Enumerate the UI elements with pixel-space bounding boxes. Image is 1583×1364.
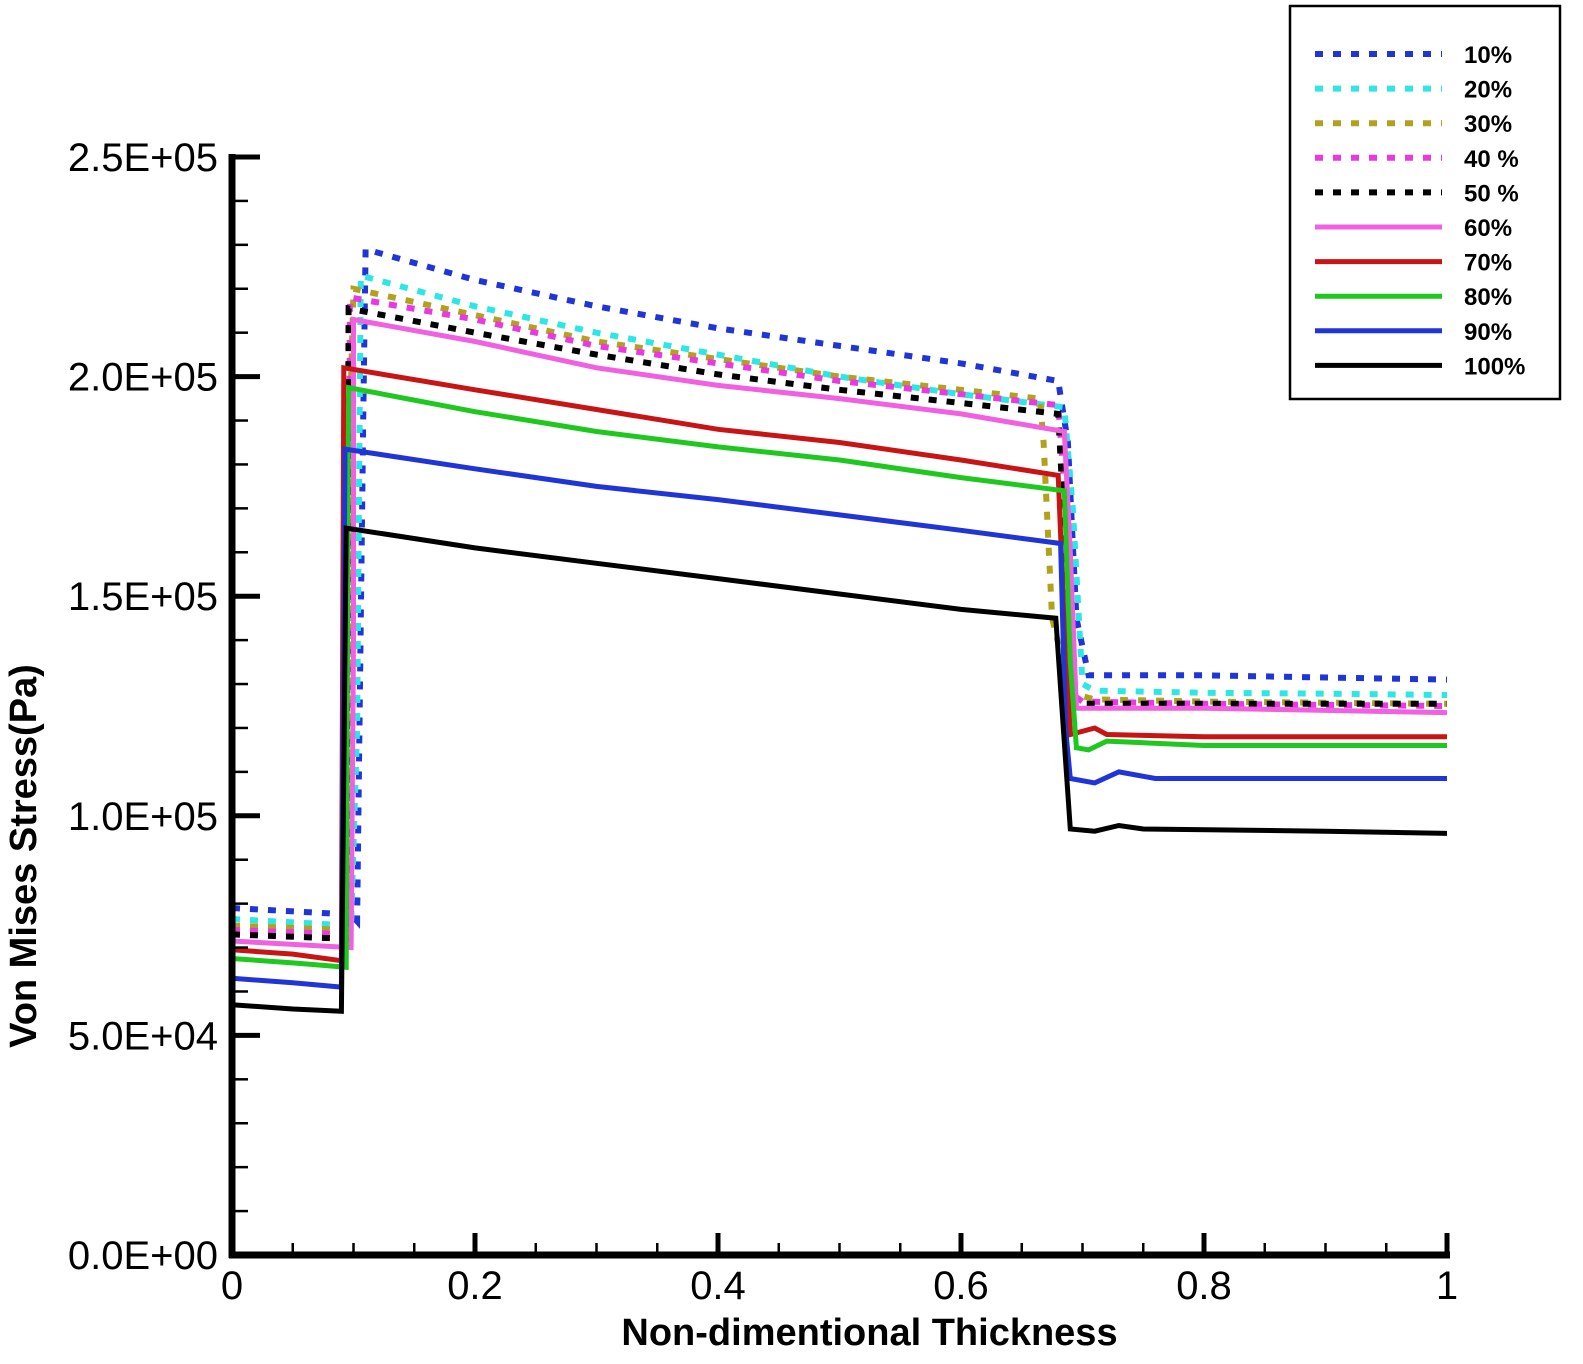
x-tick-label: 0.8 xyxy=(1176,1264,1232,1308)
legend-item: 100% xyxy=(1315,353,1525,380)
legend-item: 40 % xyxy=(1315,146,1519,173)
legend-item: 70% xyxy=(1315,250,1512,277)
legend-label: 70% xyxy=(1464,250,1512,277)
series-line-40pct xyxy=(231,293,1448,938)
y-tick-label: 5.0E+04 xyxy=(68,1014,218,1058)
legend-label: 10% xyxy=(1464,42,1512,69)
legend: 10% 20% 30% 40 % 50 % 60% 70% 80% 90% 100% xyxy=(1288,4,1562,401)
legend-label: 90% xyxy=(1464,319,1512,346)
legend-item: 90% xyxy=(1315,319,1512,346)
legend-label: 80% xyxy=(1464,284,1512,311)
series-line-60pct xyxy=(231,316,1448,951)
series-line-100pct xyxy=(231,525,1448,1014)
legend-item: 50 % xyxy=(1315,180,1519,207)
series-line-90pct xyxy=(231,446,1447,990)
legend-item: 30% xyxy=(1315,111,1512,138)
x-tick-label: 0 xyxy=(221,1264,243,1308)
legend-label: 40 % xyxy=(1464,146,1519,173)
x-axis-title: Non-dimentional Thickness xyxy=(621,1312,1117,1354)
legend-item: 80% xyxy=(1315,284,1512,311)
x-tick-label: 0.6 xyxy=(933,1264,989,1308)
y-axis-title: Von Mises Stress(Pa) xyxy=(3,664,45,1048)
legend-items: 10% 20% 30% 40 % 50 % 60% 70% 80% 90% 100% xyxy=(1315,42,1525,380)
legend-label: 20% xyxy=(1464,77,1512,104)
series-line-50pct xyxy=(231,304,1447,942)
y-tick-label: 0.0E+00 xyxy=(68,1234,218,1278)
y-tick-label: 1.0E+05 xyxy=(68,795,218,839)
x-tick-label: 0.2 xyxy=(447,1264,503,1308)
legend-item: 60% xyxy=(1315,215,1512,242)
series-layer xyxy=(231,245,1448,1014)
y-tick-label: 1.5E+05 xyxy=(68,575,218,619)
series-line-10pct xyxy=(231,245,1448,929)
x-tick-label: 0.4 xyxy=(690,1264,746,1308)
ticks: 0 0.2 0.4 0.6 0.8 1 0.0E+00 5.0E+04 1.0E+05 1.5E+… xyxy=(68,136,1458,1308)
series-line-30pct xyxy=(231,285,1448,934)
legend-label: 100% xyxy=(1464,353,1525,380)
legend-label: 30% xyxy=(1464,111,1512,138)
legend-box xyxy=(1288,4,1562,401)
legend-item: 20% xyxy=(1315,77,1512,104)
series-line-20pct xyxy=(231,271,1448,929)
legend-label: 60% xyxy=(1464,215,1512,242)
series-line-80pct xyxy=(231,384,1447,971)
x-tick-label: 1 xyxy=(1436,1264,1458,1308)
legend-item: 10% xyxy=(1315,42,1512,69)
y-tick-label: 2.5E+05 xyxy=(68,136,218,180)
y-tick-label: 2.0E+05 xyxy=(68,356,218,400)
legend-label: 50 % xyxy=(1464,180,1519,207)
series-line-70pct xyxy=(231,364,1447,964)
